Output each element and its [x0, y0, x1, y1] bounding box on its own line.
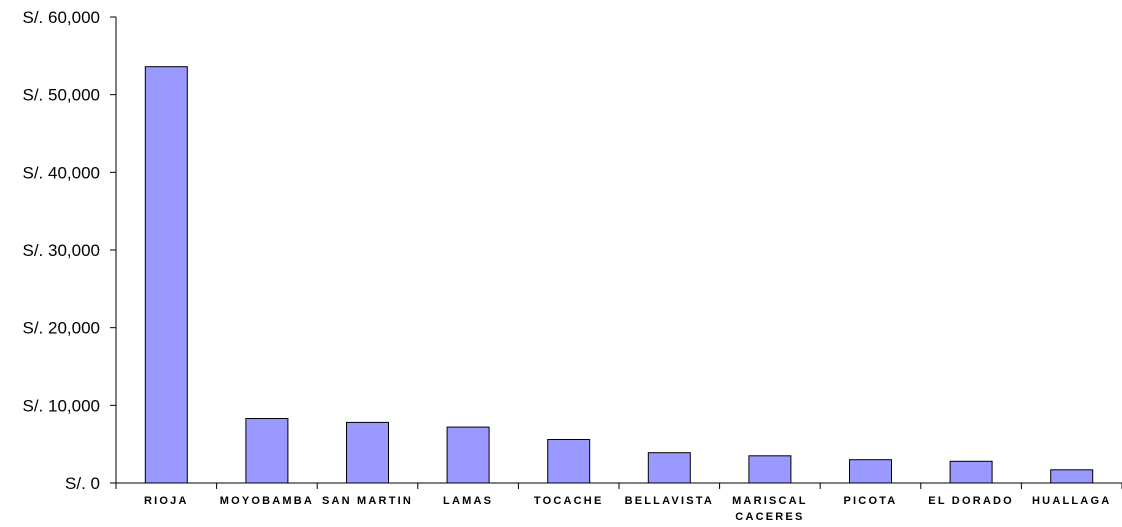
bar-picota [849, 459, 892, 484]
x-tick-label: PICOTA [844, 495, 898, 507]
y-tick-label: S/. 30,000 [22, 241, 100, 260]
y-tick-label: S/. 60,000 [22, 8, 100, 27]
x-tick-label: HUALLAGA [1032, 495, 1111, 507]
y-tick-label: S/. 50,000 [22, 86, 100, 105]
x-tick-label: SAN MARTIN [322, 495, 413, 507]
bar-san-martin [346, 421, 389, 484]
bar-rioja [144, 66, 188, 484]
y-tick-label: S/. 10,000 [22, 396, 100, 415]
x-tick-label: TOCACHE [534, 495, 604, 507]
y-tick-label: S/. 40,000 [22, 163, 100, 182]
bar-tocache [547, 439, 591, 484]
bar-lamas [446, 426, 490, 484]
y-tick-label: S/. 0 [65, 474, 100, 493]
x-tick-label: MOYOBAMBA [220, 495, 314, 507]
x-tick-label: RIOJA [144, 495, 189, 507]
x-axis-labels: RIOJA MOYOBAMBA SAN MARTIN LAMAS TOCACHE BELL… [144, 495, 1111, 523]
bar-huallaga [1050, 469, 1094, 484]
x-tick-label: EL DORADO [928, 495, 1014, 507]
bar-bellavista [647, 452, 691, 484]
bar-moyobamba [245, 418, 289, 484]
y-axis-ticks: S/. 0 S/. 10,000 S/. 20,000 S/. 30,000 S/. 4… [22, 8, 116, 493]
bar-el-dorado [949, 460, 993, 484]
x-tick-label: MARISCAL CACERES [732, 495, 808, 523]
bar-mariscal-caceres [748, 455, 792, 484]
x-tick-label: BELLAVISTA [625, 495, 714, 507]
x-tick-label: LAMAS [443, 495, 493, 507]
y-tick-label: S/. 20,000 [22, 319, 100, 338]
bars [144, 66, 1094, 484]
x-axis-ticks [115, 483, 1122, 489]
